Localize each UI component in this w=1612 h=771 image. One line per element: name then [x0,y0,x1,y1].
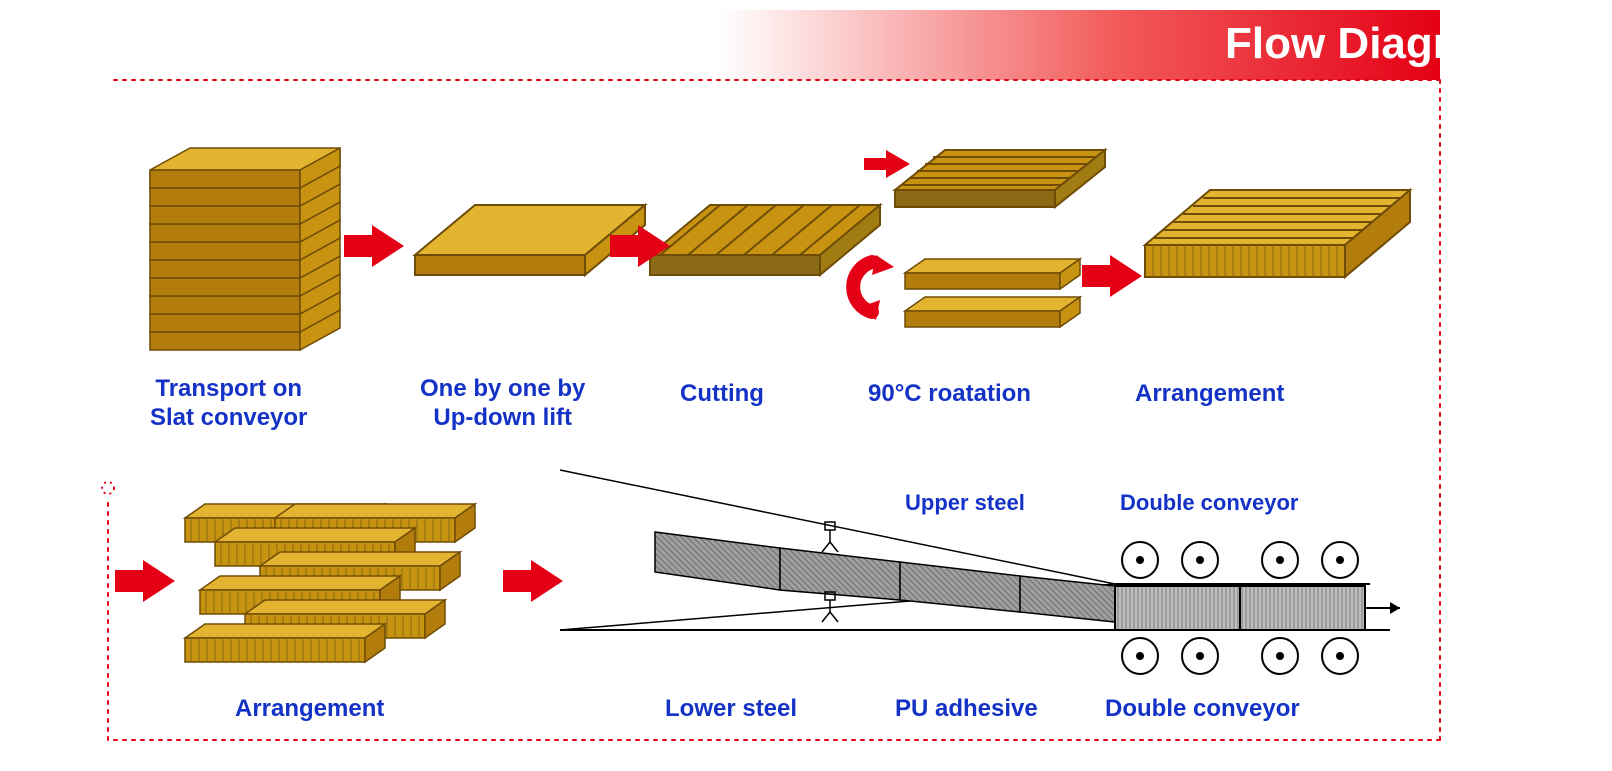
step-arrangement2-graphic [185,504,475,662]
label-onebyone: One by one by Up-down lift [420,375,585,433]
label-rotation: 90°C roatation [868,380,1031,409]
step-rotation-graphic [895,150,1105,327]
label-arrange2: Arrangement [235,695,384,724]
flow-arrow-icon [344,225,404,267]
label-puadh: PU adhesive [895,695,1038,724]
rotation-arrow-curve [853,255,894,320]
flow-diagram: Flow Diagram [0,0,1612,771]
step-transport-graphic [150,148,340,350]
label-lowersteel: Lower steel [665,695,797,724]
label-uppersteel: Upper steel [905,490,1025,516]
flow-arrow-icon [503,560,563,602]
flow-arrow-icon [115,560,175,602]
step-arrangement1-graphic [1145,190,1410,277]
rotation-arrow-up [864,150,910,178]
title-text: Flow Diagram [1225,19,1514,68]
label-transport: Transport on Slat conveyor [150,375,307,433]
flow-arrow-icon [1082,255,1142,297]
step-cutting-graphic [650,205,880,275]
label-cutting: Cutting [680,380,764,409]
label-dconv1: Double conveyor [1120,490,1298,516]
label-dconv2: Double conveyor [1105,695,1300,724]
label-arrange1: Arrangement [1135,380,1284,409]
